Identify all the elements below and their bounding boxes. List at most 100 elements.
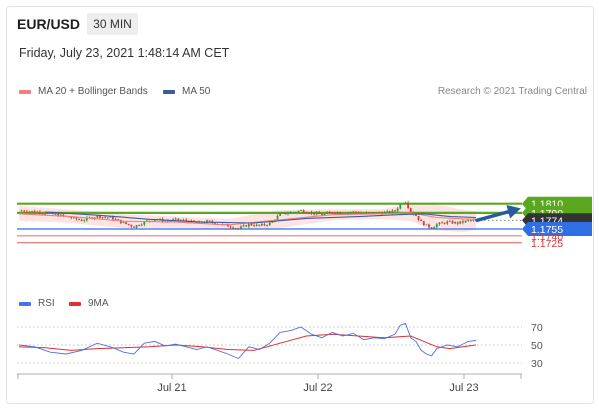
candle-body	[229, 226, 232, 228]
candle-body	[148, 220, 151, 222]
candle-body	[20, 210, 23, 212]
candle-body	[467, 220, 470, 221]
candle-body	[46, 212, 49, 214]
candle-body	[318, 212, 321, 215]
candle-body	[307, 213, 310, 214]
candle-body	[472, 219, 475, 221]
candle-body	[404, 202, 407, 204]
candle-body	[169, 220, 172, 222]
candle-body	[260, 223, 263, 226]
candle-body	[399, 203, 402, 209]
rsi-tick-50: 50	[531, 340, 543, 352]
candle-body	[140, 224, 143, 226]
candle-body	[415, 214, 417, 216]
candle-body	[336, 212, 339, 214]
candle-body	[59, 214, 62, 217]
x-tick-label: Jul 22	[303, 382, 332, 394]
candle-body	[417, 215, 420, 220]
candle-body	[36, 211, 39, 213]
candle-body	[302, 210, 305, 213]
candle-body	[232, 227, 235, 229]
candle-body	[378, 212, 381, 214]
candle-body	[72, 217, 75, 219]
candle-body	[365, 212, 368, 214]
level-tag-1.1755	[522, 222, 592, 236]
candle-body	[326, 212, 329, 214]
candle-body	[75, 217, 78, 220]
candle-body	[360, 213, 362, 214]
candle-body	[443, 222, 446, 224]
legend-rsi: RSI	[19, 298, 55, 309]
candle-body	[28, 211, 31, 213]
ma9-line	[18, 333, 477, 351]
candle-body	[352, 211, 355, 213]
candle-body	[328, 212, 331, 213]
candle-body	[459, 221, 462, 224]
candle-body	[177, 218, 180, 221]
candle-body	[70, 217, 73, 219]
candle-body	[375, 212, 378, 214]
candle-body	[287, 213, 289, 215]
candle-body	[258, 224, 261, 226]
candle-body	[182, 219, 185, 221]
candle-body	[80, 219, 83, 221]
candle-body	[368, 212, 370, 214]
candle-body	[185, 219, 188, 221]
candle-body	[420, 219, 423, 222]
candle-body	[195, 221, 198, 223]
candle-body	[422, 221, 425, 226]
candle-body	[334, 212, 336, 214]
candle-body	[294, 212, 297, 213]
candle-body	[315, 212, 318, 215]
candle-body	[122, 222, 125, 224]
ma9-swatch	[69, 301, 81, 306]
candle-body	[99, 215, 101, 218]
candle-body	[104, 217, 107, 218]
candle-body	[23, 210, 26, 212]
candle-body	[240, 226, 242, 229]
candle-body	[54, 213, 57, 215]
legend-9ma-label: 9MA	[88, 298, 109, 309]
candle-body	[297, 210, 300, 213]
candle-body	[313, 212, 315, 215]
candle-body	[266, 225, 268, 226]
candle-body	[174, 218, 177, 220]
candle-body	[237, 228, 240, 230]
legend-rsi-label: RSI	[38, 298, 55, 309]
candle-body	[388, 211, 391, 213]
candle-body	[441, 222, 443, 224]
candle-body	[85, 217, 88, 221]
candle-body	[101, 217, 104, 218]
legend-ma20: MA 20 + Bollinger Bands	[19, 86, 148, 97]
candle-body	[255, 224, 258, 227]
candle-body	[263, 223, 266, 226]
candle-body	[33, 210, 36, 213]
candle-body	[31, 210, 33, 212]
legend-ma50-label: MA 50	[182, 86, 211, 97]
candle-body	[362, 213, 365, 214]
candle-body	[49, 212, 52, 214]
candle-body	[451, 221, 454, 224]
candle-body	[247, 223, 250, 227]
candle-body	[130, 224, 133, 227]
candle-body	[428, 224, 430, 228]
candle-body	[284, 212, 287, 215]
candle-body	[143, 221, 146, 225]
candle-body	[409, 208, 412, 213]
candle-body	[133, 226, 135, 228]
candle-body	[96, 215, 99, 218]
legend-ma50: MA 50	[163, 86, 210, 97]
rsi-tick-70: 70	[531, 322, 543, 334]
candle-body	[117, 219, 120, 220]
candle-body	[281, 212, 284, 214]
ma20-swatch	[19, 89, 31, 94]
timeframe-badge[interactable]: 30 MIN	[87, 13, 138, 35]
level-label-1.1755: 1.1755	[531, 224, 563, 236]
candle-body	[464, 220, 467, 223]
datetime-label: Friday, July 23, 2021 1:48:14 AM CET	[19, 46, 230, 60]
candle-body	[52, 212, 54, 215]
candle-body	[454, 221, 457, 224]
candle-body	[446, 221, 449, 224]
candle-body	[112, 216, 114, 220]
